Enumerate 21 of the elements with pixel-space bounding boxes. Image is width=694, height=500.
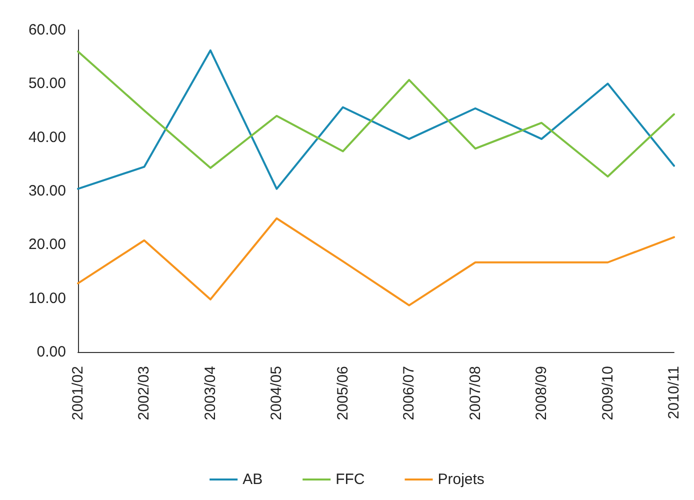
legend-label: AB bbox=[242, 471, 263, 488]
y-tick-label: 30.00 bbox=[28, 182, 66, 200]
x-tick-label: 2007/08 bbox=[466, 366, 484, 420]
x-tick-label: 2004/05 bbox=[268, 366, 286, 420]
y-tick-label: 10.00 bbox=[28, 290, 66, 307]
y-tick-label: 20.00 bbox=[28, 236, 66, 254]
x-tick-label: 2003/04 bbox=[202, 366, 219, 420]
line-series bbox=[77, 217, 675, 306]
x-tick-label: 2001/02 bbox=[70, 366, 86, 420]
x-tick-label: 2006/07 bbox=[400, 366, 418, 420]
y-tick-label: 0.00 bbox=[36, 344, 66, 360]
legend-label: FFC bbox=[336, 471, 365, 488]
x-tick-label: 2010/11 bbox=[666, 366, 682, 420]
x-tick-label: 2009/10 bbox=[599, 366, 616, 420]
x-tick-label: 2005/06 bbox=[334, 366, 352, 420]
y-tick-label: 60.00 bbox=[28, 22, 66, 38]
x-tick-label: 2002/03 bbox=[136, 366, 153, 420]
legend-label: Projets bbox=[438, 471, 484, 488]
y-tick-label: 50.00 bbox=[28, 75, 66, 92]
x-tick-label: 2008/09 bbox=[533, 366, 550, 420]
y-tick-label: 40.00 bbox=[28, 128, 66, 146]
